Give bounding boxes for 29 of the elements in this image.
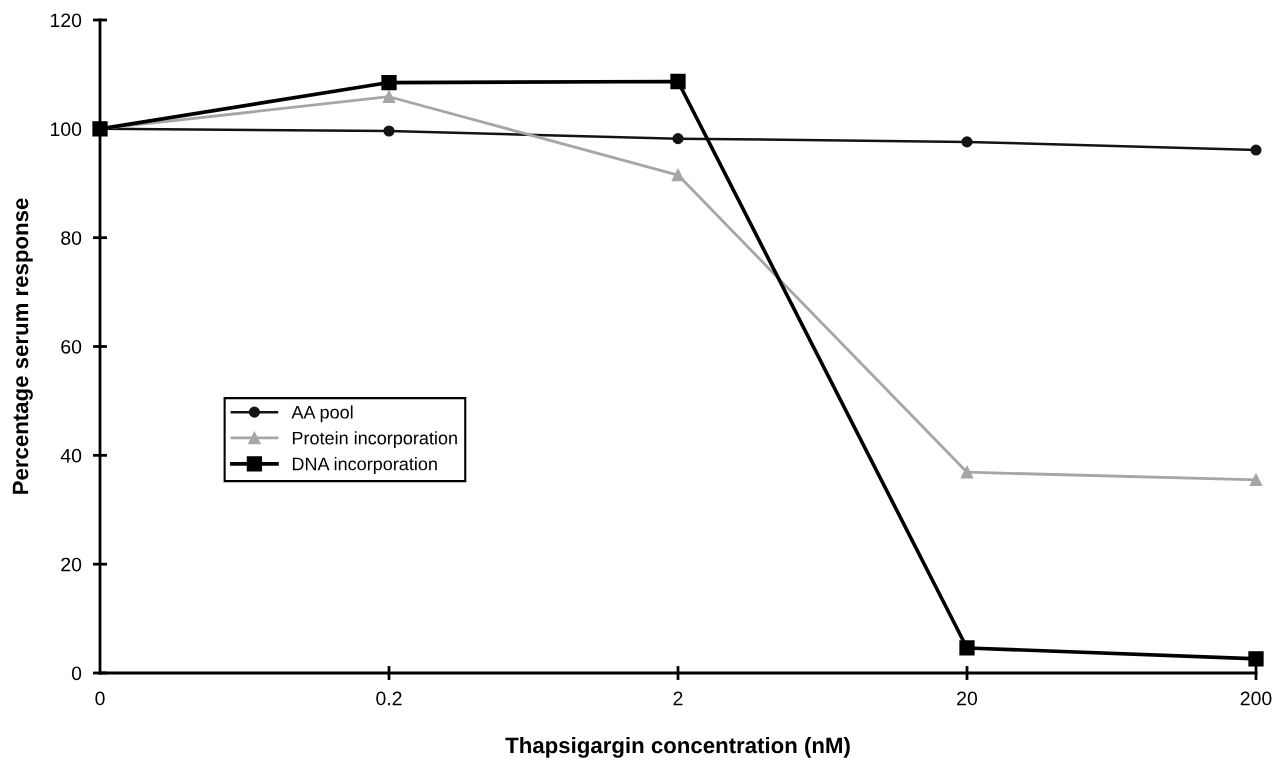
y-tick-label: 40 xyxy=(60,448,82,463)
point xyxy=(381,74,397,91)
y-tick-label: 60 xyxy=(61,339,82,354)
point xyxy=(1248,651,1264,667)
point xyxy=(383,125,395,137)
x-tick-label: 200 xyxy=(1240,691,1272,706)
legend-label: Protein incorporation xyxy=(292,431,457,449)
y-tick-label: 20 xyxy=(61,557,82,572)
point xyxy=(382,90,396,103)
y-axis-title: Percentage serum response xyxy=(12,198,33,494)
point xyxy=(960,465,974,479)
legend-label: DNA incorporation xyxy=(292,457,437,474)
point xyxy=(1249,473,1263,487)
point xyxy=(959,640,975,656)
point xyxy=(961,136,973,148)
x-tick-label: 0.2 xyxy=(376,691,402,706)
y-tick-label: 100 xyxy=(50,122,82,137)
legend-label: AA pool xyxy=(291,405,353,423)
point xyxy=(1250,144,1262,156)
x-tick-label: 20 xyxy=(957,691,978,706)
x-tick-label: 0 xyxy=(95,691,105,706)
y-tick-label: 120 xyxy=(50,13,82,28)
x-axis-title: Thapsigargin concentration (nM) xyxy=(505,736,850,758)
y-tick-label: 80 xyxy=(61,231,82,245)
point xyxy=(670,73,686,90)
point xyxy=(671,168,685,182)
point xyxy=(672,133,684,145)
x-tick-label: 2 xyxy=(673,691,683,706)
y-tick-label: 0 xyxy=(71,666,82,681)
